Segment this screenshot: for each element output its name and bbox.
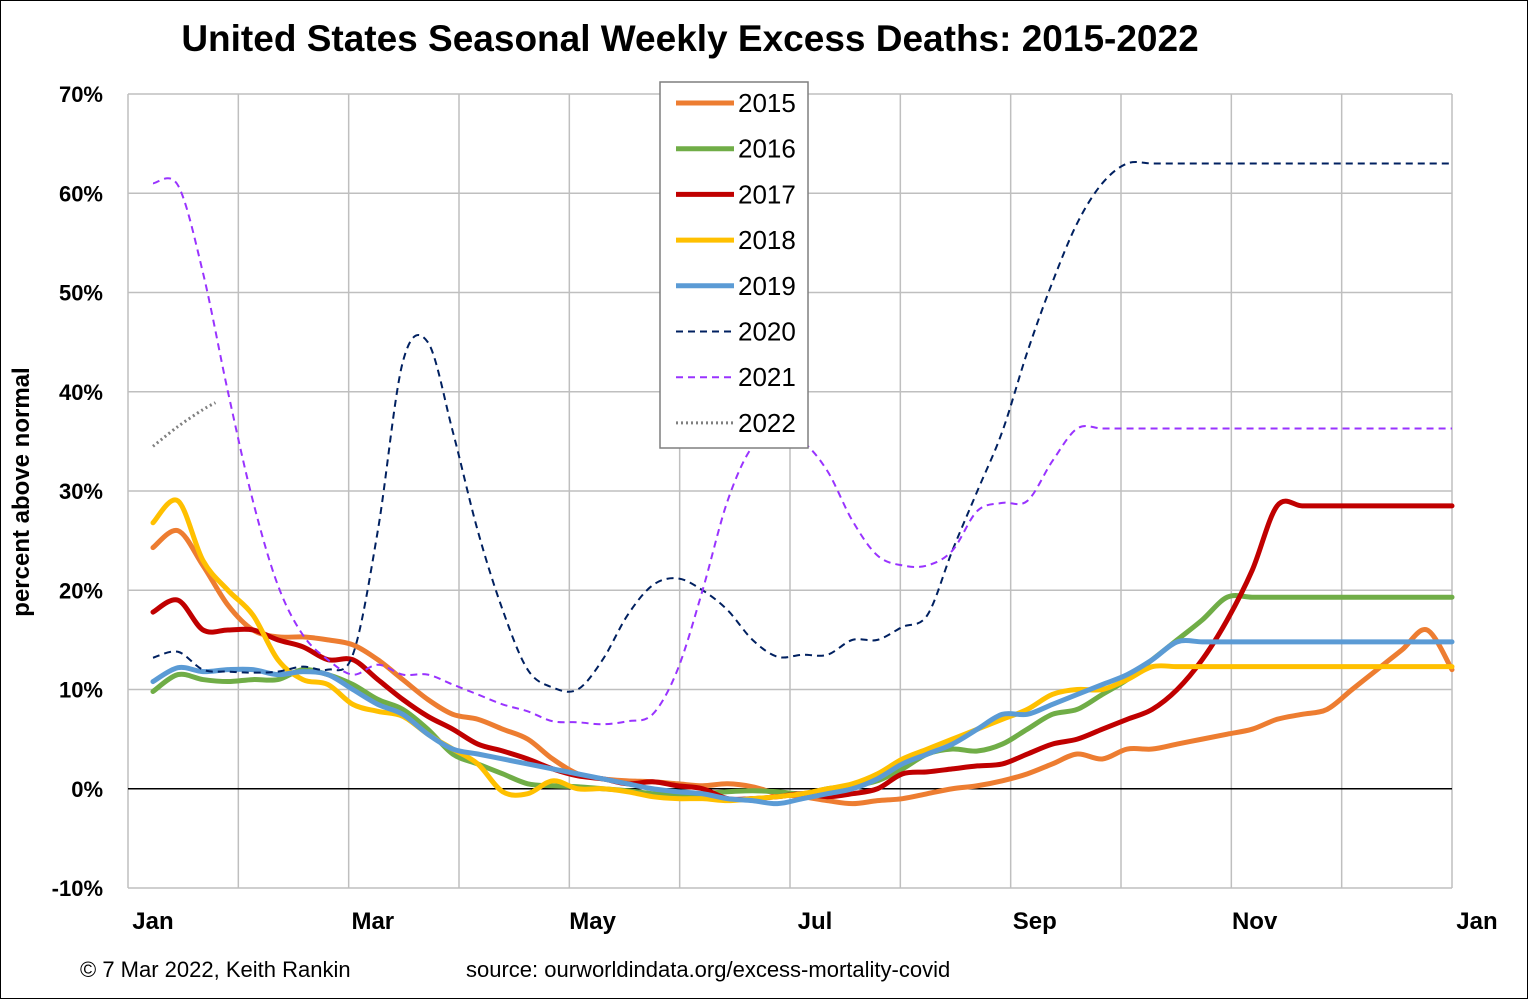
series-line-2022 (152, 401, 217, 448)
y-tick-label: 30% (59, 479, 103, 504)
x-tick-label: Nov (1232, 908, 1278, 935)
footer-source: source: ourworldindata.org/excess-mortal… (466, 957, 951, 982)
y-tick-label: 70% (59, 82, 103, 107)
series-line-2016 (150, 593, 1455, 799)
y-tick-label: 40% (59, 380, 103, 405)
y-tick-label: -10% (52, 876, 103, 901)
legend-label-2016: 2016 (738, 134, 796, 164)
series-line-2020 (152, 161, 1452, 693)
legend-label-2015: 2015 (738, 88, 796, 118)
x-tick-label: Jan (132, 908, 173, 935)
x-tick-labels: Jan Mar May Jul Sep Nov Jan (132, 908, 1497, 935)
y-tick-labels: -10% 0% 10% 20% 30% 40% 50% 60% 70% (52, 82, 103, 901)
legend: 2015 2016 2017 2018 2019 2020 2021 2022 (659, 81, 809, 449)
series-line-2021 (152, 177, 1452, 726)
y-tick-label: 0% (71, 777, 103, 802)
y-tick-label: 50% (59, 281, 103, 306)
y-tick-label: 60% (59, 181, 103, 206)
chart-title: United States Seasonal Weekly Excess Dea… (181, 18, 1199, 59)
legend-box (659, 81, 809, 449)
legend-label-2019: 2019 (738, 271, 796, 301)
y-tick-label: 10% (59, 678, 103, 703)
footer-credit: © 7 Mar 2022, Keith Rankin (80, 957, 351, 982)
series-line-2018 (150, 497, 1455, 804)
x-tick-label: Sep (1013, 908, 1057, 935)
legend-label-2020: 2020 (738, 317, 796, 347)
legend-label-2018: 2018 (738, 225, 796, 255)
y-tick-label: 20% (59, 578, 103, 603)
x-tick-label: May (569, 908, 616, 935)
series-lines (150, 161, 1455, 807)
legend-label-2017: 2017 (738, 179, 796, 209)
series-line-2017 (150, 498, 1455, 802)
x-tick-label: Jul (798, 908, 833, 935)
legend-label-2022: 2022 (738, 408, 796, 438)
x-tick-label: Mar (351, 908, 394, 935)
x-tick-label: Jan (1456, 908, 1497, 935)
series-line-2019 (150, 638, 1455, 807)
legend-label-2021: 2021 (738, 362, 796, 392)
